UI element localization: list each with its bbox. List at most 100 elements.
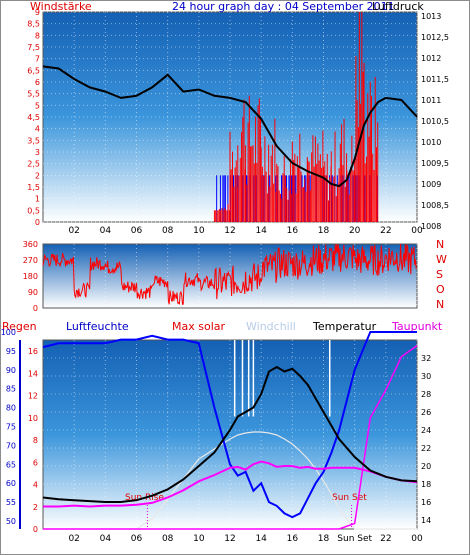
- temp-tick-label: 22: [421, 444, 431, 453]
- rain-title: Regen: [2, 320, 37, 333]
- wind-tick-label: 1: [35, 195, 40, 204]
- x-tick-label-top: 04: [100, 226, 112, 236]
- direction-tick-label: 360: [23, 240, 38, 249]
- pressure-tick-label: 1008,5: [421, 201, 449, 210]
- wind-tick-label: 3,5: [27, 136, 40, 145]
- rain-tick-label: 4: [33, 481, 38, 490]
- humidity-tick-label: 65: [6, 460, 16, 469]
- humidity-tick-label: 75: [6, 423, 16, 432]
- x-tick-label-top: 18: [318, 226, 330, 236]
- x-tick-label-top: 06: [131, 226, 143, 236]
- direction-letter: O: [436, 283, 445, 296]
- wind-tick-label: 0: [35, 218, 40, 227]
- temperature-line: [42, 365, 418, 503]
- dewpoint-line: [43, 460, 418, 508]
- humidity-tick-label: 70: [6, 441, 16, 450]
- direction-tick-label: 270: [23, 256, 38, 265]
- x-tick-label-bottom: 12: [224, 534, 235, 544]
- x-tick-label-top: 08: [162, 226, 174, 236]
- temp-tick-label: 30: [421, 372, 431, 381]
- wind-tick-label: 1,5: [27, 183, 40, 192]
- wind-tick-label: 2: [35, 171, 40, 180]
- x-tick-label-top: 02: [68, 226, 79, 236]
- wind-tick-label: 6: [35, 78, 40, 87]
- rain-tick-label: 0: [33, 525, 38, 534]
- max-solar-title: Max solar: [172, 320, 225, 333]
- chart-title: 24 hour graph day : 04 September 2011: [172, 0, 395, 13]
- humidity-tick-label: 55: [6, 498, 16, 507]
- direction-letter: N: [436, 298, 444, 311]
- humidity-tick-label: 85: [6, 385, 16, 394]
- wind-tick-label: 3: [35, 148, 40, 157]
- rain-line: [43, 344, 418, 530]
- sunset-label: Sun Set: [332, 493, 367, 503]
- pressure-line: [42, 65, 418, 188]
- x-tick-label-bottom: Sun Set: [337, 534, 372, 544]
- x-tick-label-bottom: 04: [100, 534, 112, 544]
- x-tick-label-bottom: 22: [380, 534, 391, 544]
- humidity-title: Luftfeuchte: [66, 320, 129, 333]
- wind-tick-label: 2,5: [27, 160, 40, 169]
- direction-tick-label: 90: [28, 288, 38, 297]
- x-tick-label-top: 00: [411, 226, 423, 236]
- temp-tick-label: 14: [421, 516, 431, 525]
- pressure-axis-title: Luftdruck: [372, 0, 424, 13]
- x-tick-label-bottom: 18: [318, 534, 330, 544]
- x-tick-label-bottom: 08: [162, 534, 174, 544]
- pressure-tick-label: 1011: [421, 96, 441, 105]
- x-tick-label-bottom: 02: [68, 534, 79, 544]
- rain-tick-label: 8: [33, 436, 38, 445]
- wind-tick-label: 7: [35, 55, 40, 64]
- wind-tick-label: 8,5: [27, 20, 40, 29]
- x-tick-label-top: 20: [349, 226, 361, 236]
- windchill-title: Windchill: [246, 320, 296, 333]
- dewpoint-title: Taupunkt: [391, 320, 443, 333]
- pressure-tick-label: 1011,5: [421, 75, 449, 84]
- wind-tick-label: 5: [35, 101, 40, 110]
- data-marks: [42, 12, 418, 530]
- wind-tick-label: 0,5: [27, 206, 40, 215]
- pressure-tick-label: 1009,5: [421, 159, 449, 168]
- temp-tick-label: 26: [421, 408, 431, 417]
- x-tick-label-bottom: 00: [411, 534, 423, 544]
- temp-tick-label: 32: [421, 354, 431, 363]
- rain-tick-label: 16: [28, 347, 38, 356]
- rain-tick-label: 14: [28, 369, 38, 378]
- pressure-tick-label: 1013: [421, 12, 441, 21]
- x-tick-label-top: 16: [287, 226, 299, 236]
- humidity-tick-label: 100: [1, 328, 16, 337]
- x-tick-label-top: 10: [193, 226, 205, 236]
- direction-tick-label: 0: [33, 304, 38, 313]
- x-tick-label-bottom: 06: [131, 534, 143, 544]
- pressure-tick-label: 1012: [421, 54, 441, 63]
- rain-tick-label: 6: [33, 458, 38, 467]
- wind-tick-label: 5,5: [27, 90, 40, 99]
- wind-direction-line: [42, 243, 417, 305]
- humidity-tick-label: 60: [6, 479, 16, 488]
- pressure-tick-label: 1009: [421, 180, 441, 189]
- temp-tick-label: 16: [421, 498, 431, 507]
- temp-tick-label: 28: [421, 390, 431, 399]
- direction-letter: S: [436, 268, 443, 281]
- temp-tick-label: 20: [421, 462, 431, 471]
- wind-tick-label: 7,5: [27, 43, 40, 52]
- wind-tick-label: 8: [35, 31, 40, 40]
- x-tick-label-top: 22: [380, 226, 391, 236]
- x-tick-label-top: 14: [255, 226, 267, 236]
- direction-tick-label: 180: [23, 272, 38, 281]
- temp-tick-label: 18: [421, 480, 431, 489]
- temp-tick-label: 24: [421, 426, 431, 435]
- temperature-title: Temperatur: [312, 320, 377, 333]
- rain-tick-label: 2: [33, 503, 38, 512]
- axes: 02020404060608081010121214141616181820Su…: [1, 8, 449, 544]
- rain-tick-label: 12: [28, 392, 38, 401]
- direction-letter: W: [436, 253, 447, 266]
- x-tick-label-bottom: 10: [193, 534, 205, 544]
- humidity-tick-label: 90: [6, 366, 16, 375]
- pressure-tick-label: 1012,5: [421, 33, 449, 42]
- pressure-tick-label: 1010,5: [421, 117, 449, 126]
- wind-axis-title: Windstärke: [30, 0, 92, 13]
- humidity-tick-label: 80: [6, 404, 16, 413]
- x-tick-label-top: 12: [224, 226, 235, 236]
